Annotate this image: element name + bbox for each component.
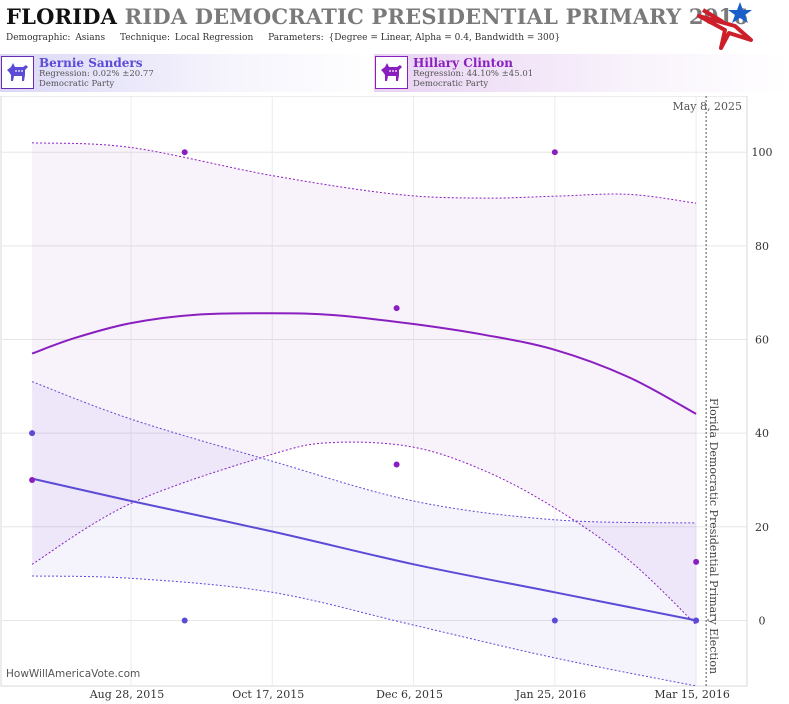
lower-bound-hillary-clinton: [31, 441, 697, 626]
parameters-label: Parameters:: [268, 33, 324, 43]
upper-bound-hillary-clinton: [32, 142, 697, 204]
axes: 0 20 40 60 80 100 Aug 28, 2015 Oct 17, 2015 Dec …: [89, 96, 773, 701]
data-point-hillary-clinton: [181, 149, 188, 156]
x-tick-label: Mar 15, 2016: [654, 688, 730, 701]
grid-lines: [0, 96, 748, 687]
y-tick-label: 60: [755, 333, 769, 346]
legend: Bernie Sanders Regression: 0.02% ±20.77 …: [0, 54, 789, 92]
data-point-bernie-sanders: [693, 617, 700, 624]
legend-entry-sanders: Bernie Sanders Regression: 0.02% ±20.77 …: [0, 54, 380, 92]
candidate-regression: Regression: 44.10% ±45.01: [413, 69, 534, 79]
x-tick-label: Dec 6, 2015: [376, 688, 443, 701]
regression-lines: [31, 312, 697, 622]
title-rest: RIDA DEMOCRATIC PRESIDENTIAL PRIMARY 201…: [124, 4, 749, 29]
x-tick-label: Oct 17, 2015: [232, 688, 304, 701]
y-tick-label: 0: [759, 614, 766, 627]
confidence-bands: [31, 142, 697, 686]
title-state: FLORIDA: [6, 4, 118, 29]
data-point-bernie-sanders: [551, 617, 558, 624]
candidate-party: Democratic Party: [413, 79, 489, 89]
candidate-party: Democratic Party: [39, 79, 115, 89]
candidate-regression: Regression: 0.02% ±20.77: [39, 69, 154, 79]
y-tick-label: 40: [755, 427, 769, 440]
candidate-name: Bernie Sanders: [39, 56, 143, 70]
chart-plot: 0 20 40 60 80 100 Aug 28, 2015 Oct 17, 2015 Dec …: [0, 96, 773, 701]
technique-label: Technique:: [119, 33, 171, 43]
demographic-value: Asians: [75, 33, 106, 43]
donkey-icon: [375, 56, 408, 89]
upper-bound-bernie-sanders: [31, 381, 697, 524]
date-stamp: May 8, 2025: [672, 100, 742, 113]
legend-entry-clinton: Hillary Clinton Regression: 44.10% ±45.0…: [374, 54, 789, 92]
election-label: Florida Democratic Presidential Primary …: [707, 398, 720, 674]
data-point-hillary-clinton: [393, 305, 400, 312]
watermark: HowWillAmericaVote.com: [6, 668, 141, 680]
star-logo-icon: [697, 2, 753, 50]
demographic-label: Demographic:: [6, 33, 71, 43]
x-tick-label: Aug 28, 2015: [89, 688, 165, 701]
data-point-hillary-clinton: [393, 461, 400, 468]
y-tick-label: 20: [755, 521, 769, 534]
candidate-name: Hillary Clinton: [413, 56, 513, 70]
chart-title: FLORIDA RIDA DEMOCRATIC PRESIDENTIAL PRI…: [6, 4, 748, 29]
y-tick-label: 100: [752, 146, 773, 159]
plot-frame: [0, 96, 748, 687]
parameters-value: {Degree = Linear, Alpha = 0.4, Bandwidth…: [328, 33, 561, 43]
fit-line-bernie-sanders: [31, 477, 697, 622]
confidence-band-bernie-sanders: [32, 381, 697, 686]
data-points: [29, 149, 700, 624]
technique-value: Local Regression: [174, 33, 254, 43]
donkey-icon: [1, 56, 34, 89]
lower-bound-bernie-sanders: [32, 575, 697, 686]
data-point-hillary-clinton: [29, 476, 36, 483]
data-point-hillary-clinton: [551, 149, 558, 156]
y-tick-label: 80: [755, 240, 769, 253]
fit-line-hillary-clinton: [31, 312, 697, 415]
chart-header: FLORIDA RIDA DEMOCRATIC PRESIDENTIAL PRI…: [0, 0, 789, 52]
data-point-hillary-clinton: [693, 558, 700, 565]
x-tick-label: Jan 25, 2016: [515, 688, 587, 701]
chart-subtitle: Demographic: Asians Technique: Local Reg…: [6, 33, 572, 43]
data-point-bernie-sanders: [181, 617, 188, 624]
confidence-band-hillary-clinton: [32, 142, 697, 625]
data-point-bernie-sanders: [29, 430, 36, 437]
